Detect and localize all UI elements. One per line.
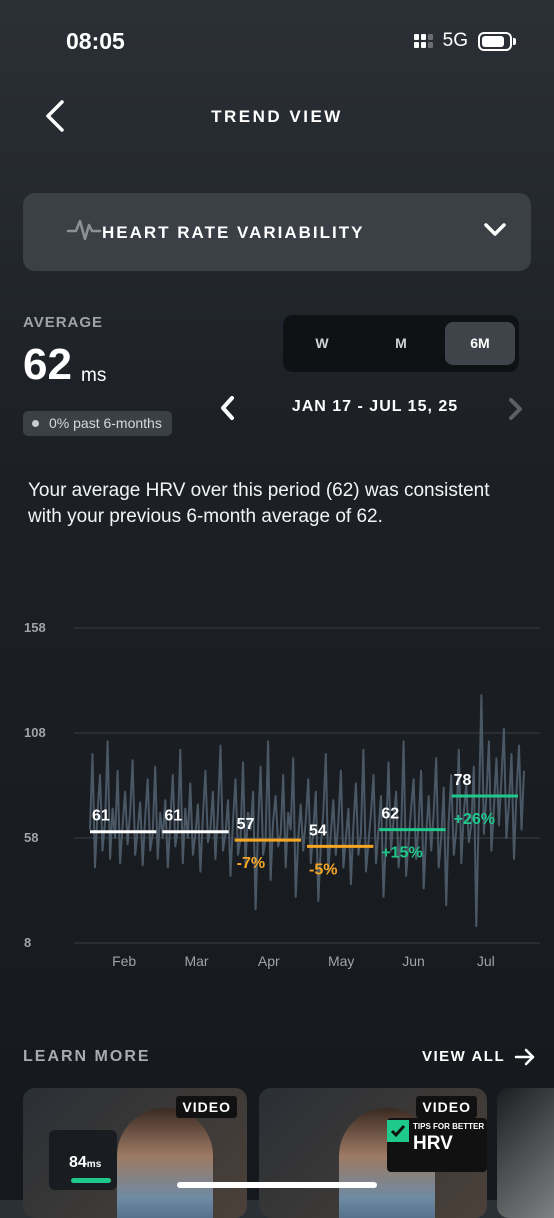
monthly-change-label: +26%	[454, 811, 495, 828]
back-chevron-icon[interactable]	[40, 96, 76, 136]
network-label: 5G	[442, 30, 468, 51]
average-label: AVERAGE	[23, 314, 104, 331]
status-time: 08:05	[66, 28, 125, 54]
presenter-image	[117, 1108, 213, 1218]
video-card-partial[interactable]	[497, 1088, 554, 1218]
signal-icon	[413, 34, 433, 48]
video-card-hrv-basics[interactable]: 84ms VIDEO	[23, 1088, 247, 1218]
y-tick-label: 158	[24, 620, 46, 635]
hrv-trend-chart: 158 108 58 8 61 Feb 61 Mar 57 -7% Apr 54 -5% May 62 +15…	[24, 620, 540, 969]
tab-week[interactable]: W	[315, 335, 329, 351]
battery-icon	[478, 31, 516, 51]
previous-range-icon[interactable]	[218, 394, 238, 422]
status-icons: 5G	[413, 30, 516, 52]
monthly-average-label: 61	[92, 808, 110, 825]
tab-month[interactable]: M	[395, 335, 407, 351]
check-icon	[387, 1120, 409, 1142]
summary-text: Your average HRV over this period (62) w…	[28, 480, 490, 527]
metric-selector[interactable]: HEART RATE VARIABILITY	[23, 193, 531, 271]
hrv-icon	[66, 219, 102, 241]
monthly-average-label: 57	[237, 816, 255, 833]
tab-six-months[interactable]: 6M	[445, 322, 515, 365]
x-tick-label: Mar	[184, 953, 208, 969]
monthly-change-label: +15%	[381, 845, 422, 862]
hrv-mini-widget: 84ms	[49, 1130, 117, 1190]
average-value: 62	[23, 340, 72, 389]
view-all-link[interactable]: VIEW ALL	[422, 1048, 506, 1065]
y-tick-label: 8	[24, 935, 31, 950]
monthly-average-label: 54	[309, 822, 327, 839]
chevron-down-icon	[484, 223, 506, 236]
next-range-icon[interactable]	[505, 396, 525, 422]
page-title: TREND VIEW	[211, 107, 343, 126]
monthly-average-label: 61	[164, 808, 182, 825]
arrow-right-icon[interactable]	[514, 1046, 536, 1068]
date-range: JAN 17 - JUL 15, 25	[291, 398, 459, 415]
home-indicator	[177, 1182, 377, 1188]
video-card-hrv-tips[interactable]: TIPS FOR BETTER HRV VIDEO	[259, 1088, 487, 1218]
video-badge: VIDEO	[416, 1096, 477, 1118]
mini-value: 84	[69, 1154, 87, 1171]
y-tick-label: 58	[24, 830, 38, 845]
mini-unit: ms	[86, 1159, 102, 1170]
x-tick-label: Feb	[112, 953, 136, 969]
learn-more-heading: LEARN MORE	[23, 1048, 151, 1065]
monthly-average-label: 62	[381, 806, 399, 823]
x-tick-label: May	[328, 953, 354, 969]
video-badge: VIDEO	[176, 1096, 237, 1118]
tips-banner: TIPS FOR BETTER HRV	[387, 1118, 487, 1172]
daily-hrv-line	[89, 694, 525, 928]
monthly-change-label: -7%	[237, 855, 265, 872]
x-tick-label: Jul	[477, 953, 495, 969]
average-unit: ms	[81, 365, 107, 386]
monthly-change-label: -5%	[309, 861, 337, 878]
x-tick-label: Jun	[402, 953, 425, 969]
metric-label: HEART RATE VARIABILITY	[102, 223, 365, 242]
x-tick-label: Apr	[258, 953, 280, 969]
y-tick-label: 108	[24, 725, 46, 740]
change-badge: 0% past 6-months	[23, 411, 172, 436]
monthly-average-label: 78	[454, 772, 472, 789]
range-selector: W M 6M	[283, 315, 519, 372]
tips-big-text: HRV	[413, 1133, 453, 1154]
tips-small-text: TIPS FOR BETTER	[413, 1122, 485, 1131]
